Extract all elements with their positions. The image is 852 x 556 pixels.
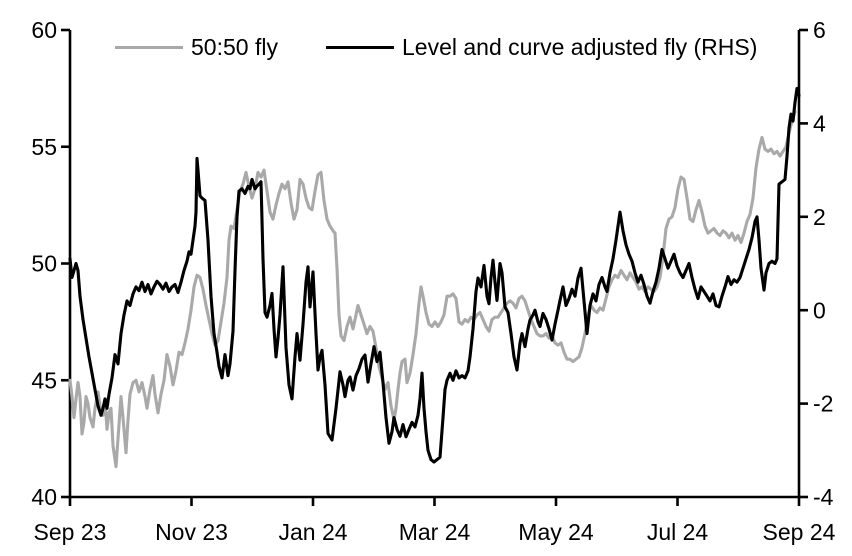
left-axis-tick-label: 45	[31, 367, 57, 393]
series-line-level-curve-fly	[68, 86, 801, 464]
right-axis-tick-label: 4	[813, 110, 826, 136]
left-axis-tick-label: 40	[31, 484, 57, 510]
x-axis-tick-label: Sep 23	[34, 519, 107, 545]
left-axis-tick-label: 50	[31, 251, 57, 277]
right-axis-tick-label: 6	[813, 17, 826, 43]
right-axis-tick-label: 2	[813, 204, 826, 230]
left-axis-tick-label: 60	[31, 17, 57, 43]
x-axis-tick-label: May 24	[518, 519, 594, 545]
right-axis-tick-label: -4	[813, 484, 834, 510]
x-axis-tick-label: Jan 24	[278, 519, 347, 545]
left-axis-tick-label: 55	[31, 134, 57, 160]
x-axis-tick-label: Nov 23	[155, 519, 228, 545]
right-axis-tick-label: 0	[813, 297, 826, 323]
x-axis-tick-label: Mar 24	[399, 519, 471, 545]
x-axis-tick-label: Sep 24	[763, 519, 836, 545]
series-line-5050-fly	[68, 110, 797, 469]
right-axis-tick-label: -2	[813, 391, 833, 417]
x-axis-tick-label: Jul 24	[647, 519, 709, 545]
